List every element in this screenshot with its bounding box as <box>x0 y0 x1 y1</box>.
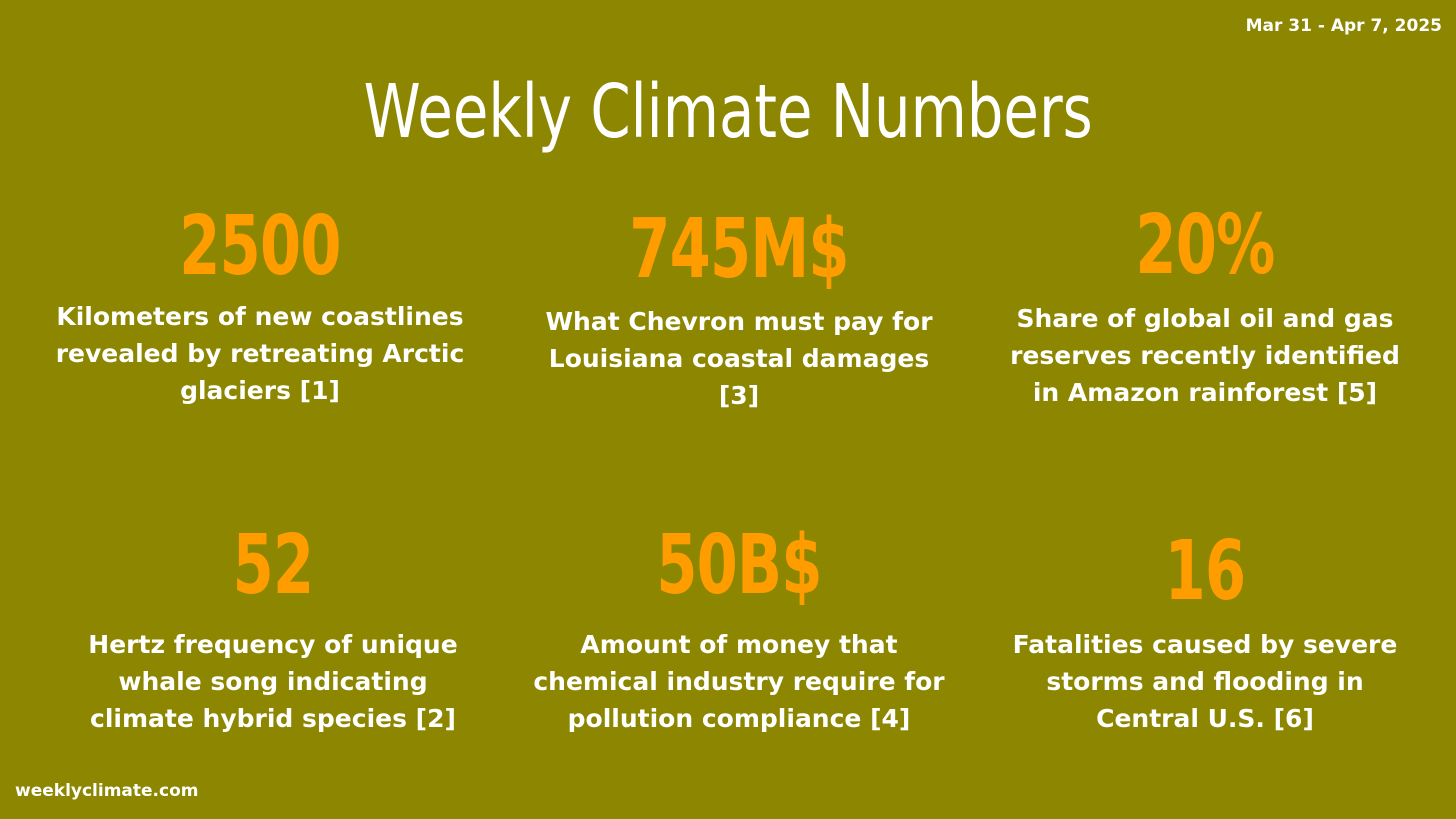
stat-number: 16 <box>1164 524 1246 619</box>
stat-card: 16 Fatalities caused by severe storms an… <box>975 516 1435 737</box>
stat-number: 20% <box>1135 198 1275 293</box>
stat-card: 745M$ What Chevron must pay for Louisian… <box>509 200 969 414</box>
stat-caption: What Chevron must pay for Louisiana coas… <box>545 307 933 410</box>
stat-number: 52 <box>232 518 314 613</box>
page-title: Weekly Climate Numbers <box>363 69 1093 155</box>
stat-card: 2500 Kilometers of new coastlines reveal… <box>30 197 490 409</box>
stat-caption: Kilometers of new coastlines revealed by… <box>55 302 465 405</box>
stat-number: 745M$ <box>629 202 849 297</box>
date-range: Mar 31 - Apr 7, 2025 <box>1245 16 1442 36</box>
stat-caption: Hertz frequency of unique whale song ind… <box>88 630 458 733</box>
stat-caption: Amount of money that chemical industry r… <box>533 630 945 733</box>
stat-number: 50B$ <box>656 518 822 613</box>
site-url: weeklyclimate.com <box>15 781 199 801</box>
stat-caption: Share of global oil and gas reserves rec… <box>1010 304 1400 407</box>
stat-number: 2500 <box>179 199 341 294</box>
stat-card: 52 Hertz frequency of unique whale song … <box>43 516 503 737</box>
stat-card: 20% Share of global oil and gas reserves… <box>975 196 1435 411</box>
stat-caption: Fatalities caused by severe storms and f… <box>1012 630 1398 733</box>
stat-card: 50B$ Amount of money that chemical indus… <box>509 516 969 737</box>
